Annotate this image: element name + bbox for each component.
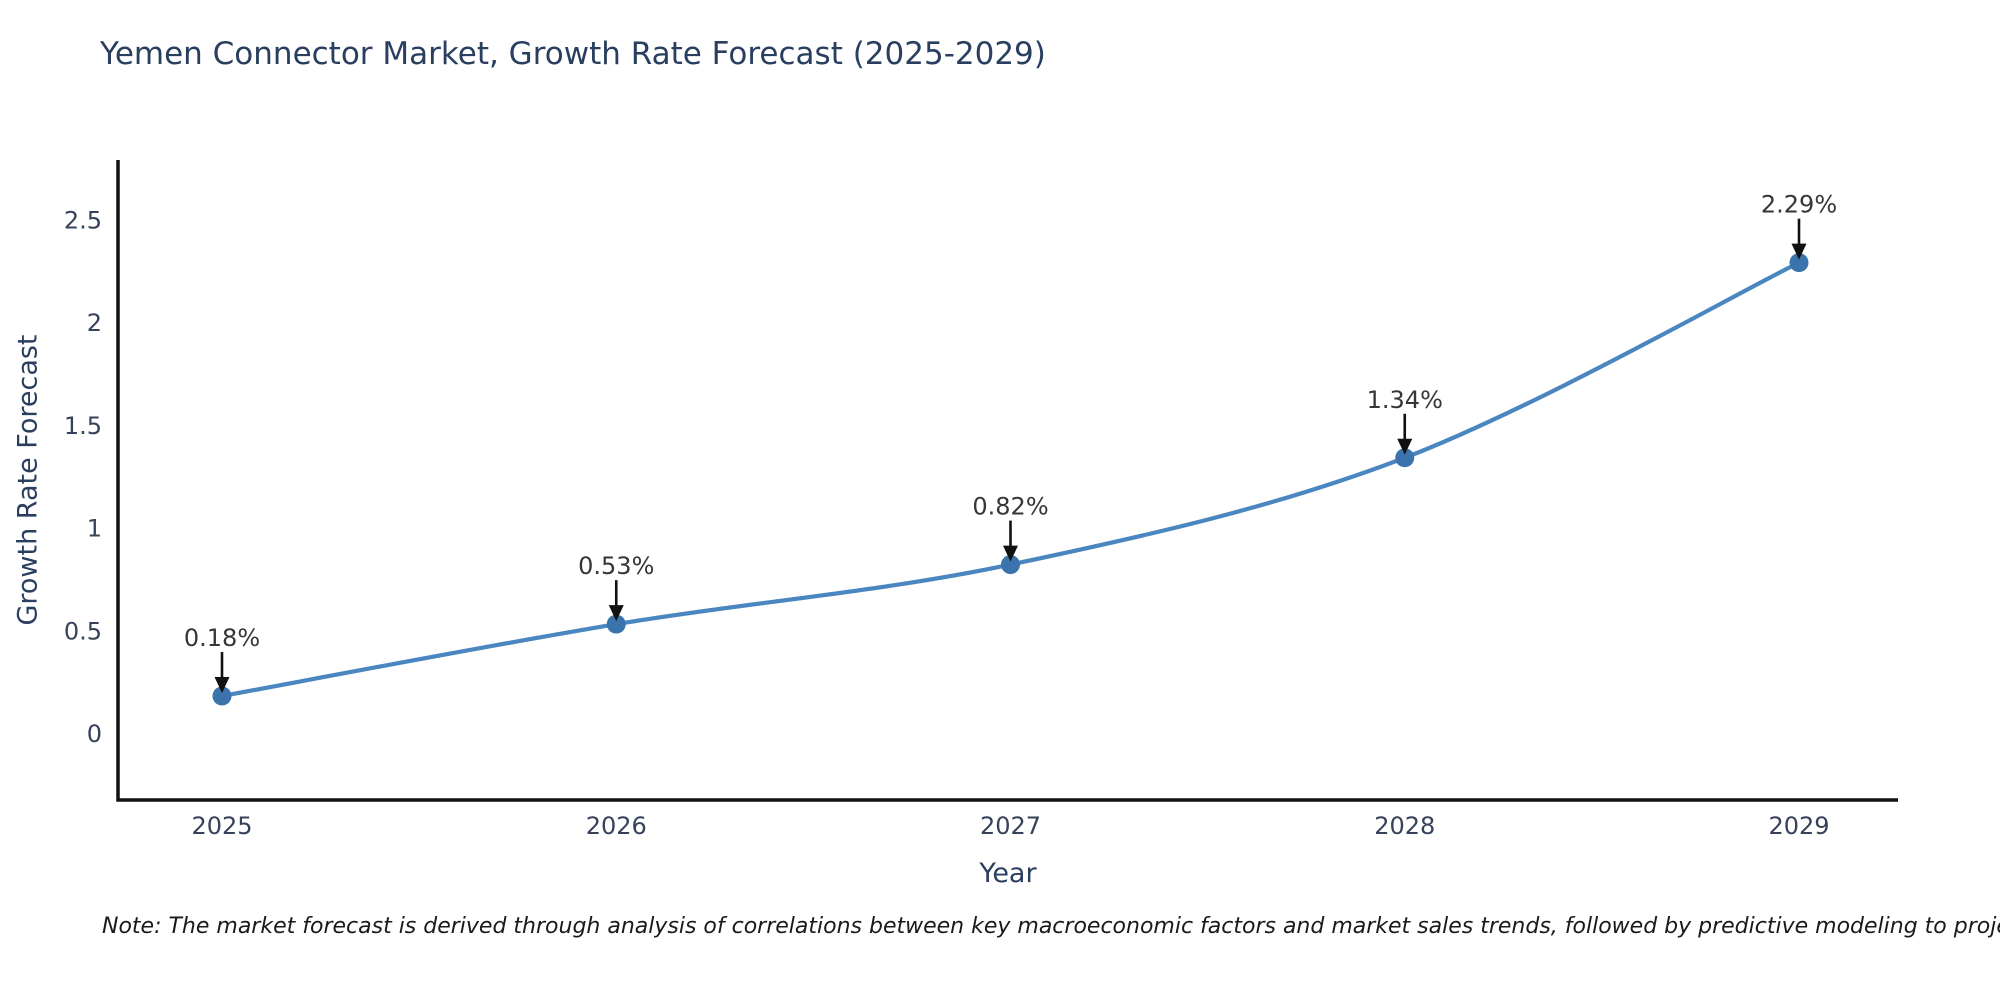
annotation-arrow-head — [608, 605, 624, 622]
annotation-arrow-head — [1791, 243, 1807, 260]
annotation-arrow-head — [214, 677, 230, 694]
x-tick-label: 2027 — [980, 812, 1041, 840]
point-annotation-label: 0.18% — [184, 624, 260, 652]
data-point-marker — [212, 686, 232, 706]
trend-line — [219, 260, 1802, 699]
y-tick-label: 0.5 — [64, 617, 102, 645]
point-annotation-label: 0.82% — [972, 493, 1048, 521]
y-tick-label: 1.5 — [64, 412, 102, 440]
footnote: Note: The market forecast is derived thr… — [102, 914, 2000, 939]
point-annotation: 2.29% — [1761, 191, 1837, 260]
chart-title: Yemen Connector Market, Growth Rate Fore… — [100, 36, 1046, 72]
point-annotation: 1.34% — [1367, 386, 1443, 455]
annotation-arrow-head — [1397, 438, 1413, 455]
x-tick-label: 2028 — [1374, 812, 1435, 840]
point-annotation: 0.53% — [578, 552, 654, 622]
annotation-arrow-head — [1003, 545, 1018, 562]
data-point-marker — [606, 614, 626, 634]
x-tick-label: 2026 — [586, 812, 647, 840]
x-tick-label: 2025 — [191, 812, 252, 840]
y-tick-label: 2.5 — [64, 207, 102, 235]
data-point-marker — [1395, 448, 1415, 468]
y-tick-label: 0 — [87, 720, 102, 748]
data-point-marker — [1001, 555, 1020, 575]
point-annotation-label: 1.34% — [1367, 386, 1443, 414]
y-tick-label: 2 — [87, 309, 102, 337]
point-annotation: 0.82% — [972, 493, 1049, 562]
point-annotation-label: 0.53% — [578, 552, 654, 580]
data-point-marker — [1789, 253, 1809, 273]
y-tick-label: 1 — [87, 515, 102, 543]
x-tick-label: 2029 — [1768, 812, 1829, 840]
point-annotation: 0.18% — [184, 624, 260, 694]
point-annotation-label: 2.29% — [1761, 191, 1837, 219]
axis-spines — [116, 160, 1898, 802]
x-axis-title: Year — [979, 858, 1037, 889]
